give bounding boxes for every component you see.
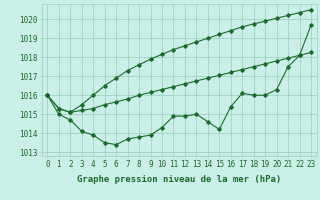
X-axis label: Graphe pression niveau de la mer (hPa): Graphe pression niveau de la mer (hPa) xyxy=(77,175,281,184)
